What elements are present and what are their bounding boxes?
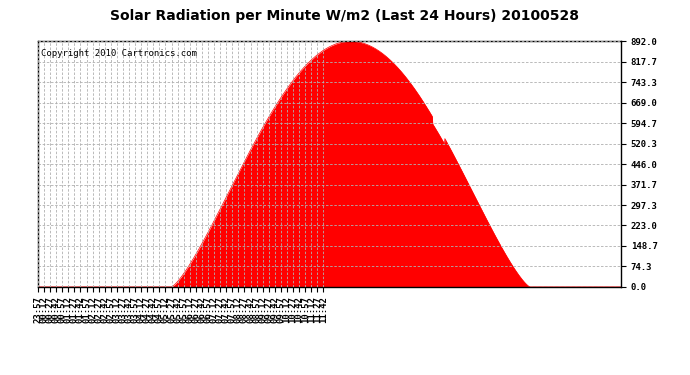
Text: Copyright 2010 Cartronics.com: Copyright 2010 Cartronics.com: [41, 49, 197, 58]
Text: Solar Radiation per Minute W/m2 (Last 24 Hours) 20100528: Solar Radiation per Minute W/m2 (Last 24…: [110, 9, 580, 23]
